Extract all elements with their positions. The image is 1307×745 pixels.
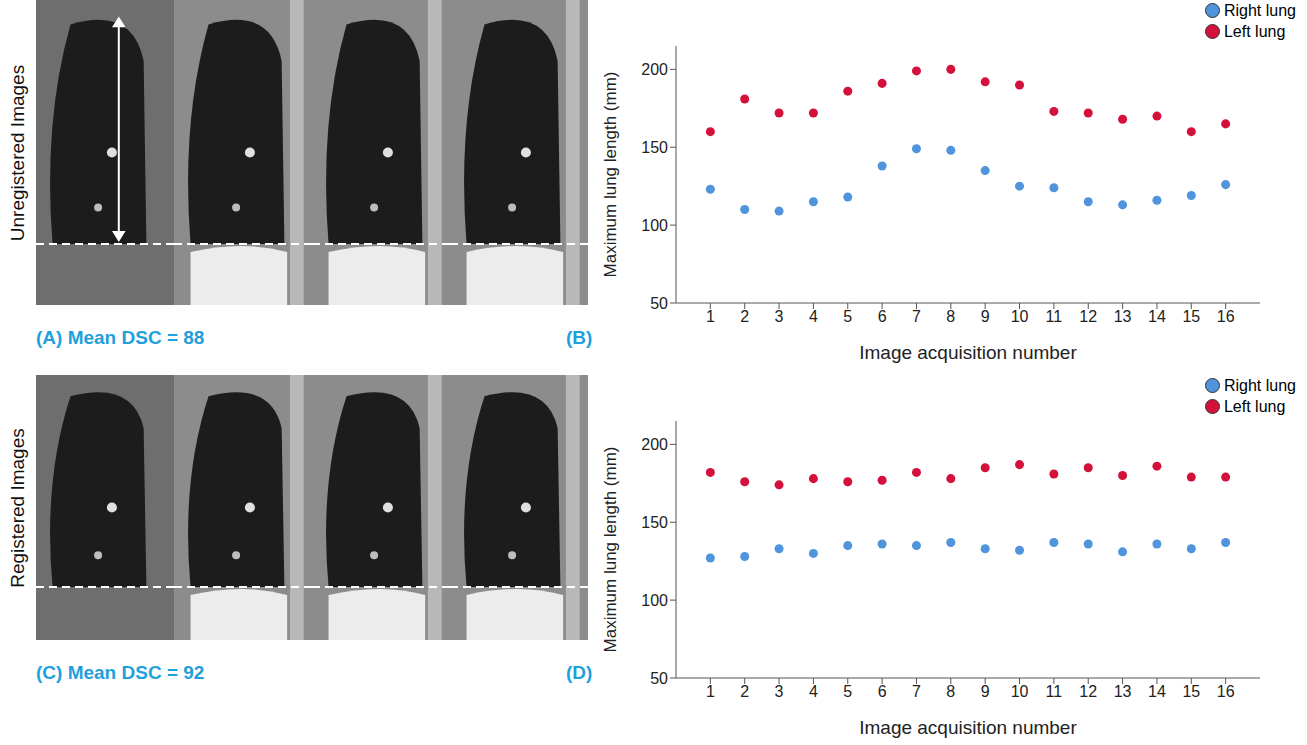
svg-text:4: 4: [809, 683, 818, 700]
svg-text:16: 16: [1217, 308, 1235, 325]
html-text:Left lung: Left lung: [1224, 23, 1286, 40]
svg-text:2: 2: [740, 308, 749, 325]
svg-text:200: 200: [641, 436, 668, 453]
svg-text:2: 2: [740, 683, 749, 700]
svg-text:14: 14: [1148, 683, 1166, 700]
html-text:(A) Mean DSC = 88: (A) Mean DSC = 88: [36, 327, 205, 348]
svg-text:100: 100: [641, 217, 668, 234]
svg-text:Image acquisition number: Image acquisition number: [859, 342, 1077, 363]
svg-text:150: 150: [641, 139, 668, 156]
svg-text:9: 9: [981, 308, 990, 325]
html-text:(C) Mean DSC = 92: (C) Mean DSC = 92: [36, 662, 205, 683]
svg-text:150: 150: [641, 514, 668, 531]
svg-text:6: 6: [878, 683, 887, 700]
html-text:Registered Images: Registered Images: [7, 427, 28, 588]
svg-text:5: 5: [843, 683, 852, 700]
html-text:Left lung: Left lung: [1224, 398, 1286, 415]
svg-text:1: 1: [706, 683, 715, 700]
svg-text:Image acquisition number: Image acquisition number: [859, 717, 1077, 738]
svg-text:13: 13: [1114, 683, 1132, 700]
svg-text:10: 10: [1011, 308, 1029, 325]
svg-text:7: 7: [912, 683, 921, 700]
html-text:Unregistered Images: Unregistered Images: [7, 64, 28, 241]
svg-text:4: 4: [809, 308, 818, 325]
svg-text:11: 11: [1046, 683, 1063, 700]
svg-text:8: 8: [946, 308, 955, 325]
svg-text:16: 16: [1217, 683, 1235, 700]
svg-text:12: 12: [1079, 308, 1097, 325]
svg-text:Maximum lung length (mm): Maximum lung length (mm): [601, 447, 620, 653]
svg-text:15: 15: [1182, 683, 1200, 700]
svg-text:100: 100: [641, 592, 668, 609]
html-text:Right lung: Right lung: [1224, 2, 1296, 19]
svg-text:8: 8: [946, 683, 955, 700]
svg-text:9: 9: [981, 683, 990, 700]
svg-text:10: 10: [1011, 683, 1029, 700]
svg-text:6: 6: [878, 308, 887, 325]
html-text:(B): (B): [566, 327, 593, 348]
svg-text:14: 14: [1148, 308, 1166, 325]
svg-text:Maximum lung length (mm): Maximum lung length (mm): [601, 72, 620, 278]
svg-text:3: 3: [775, 683, 784, 700]
svg-text:200: 200: [641, 61, 668, 78]
svg-text:12: 12: [1079, 683, 1097, 700]
svg-text:3: 3: [775, 308, 784, 325]
html-text:(D): (D): [566, 662, 593, 683]
svg-text:1: 1: [706, 308, 715, 325]
svg-text:50: 50: [650, 670, 668, 687]
html-text:Right lung: Right lung: [1224, 377, 1296, 394]
svg-text:13: 13: [1114, 308, 1132, 325]
svg-text:5: 5: [843, 308, 852, 325]
svg-text:15: 15: [1182, 308, 1200, 325]
svg-text:50: 50: [650, 295, 668, 312]
svg-text:11: 11: [1046, 308, 1063, 325]
svg-text:7: 7: [912, 308, 921, 325]
